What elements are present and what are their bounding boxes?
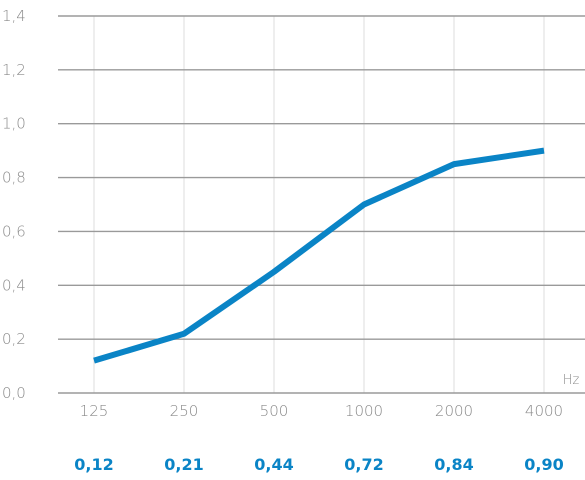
x-axis-ticks: 125 250 500 1000 2000 4000 bbox=[80, 402, 563, 420]
y-tick-label: 0,2 bbox=[2, 330, 26, 348]
x-unit-label: Hz bbox=[563, 373, 580, 388]
data-label: 0,44 bbox=[254, 455, 293, 474]
data-labels: 0,12 0,21 0,44 0,72 0,84 0,90 bbox=[74, 455, 563, 474]
y-tick-label: 0,0 bbox=[2, 384, 26, 402]
data-label: 0,21 bbox=[164, 455, 203, 474]
y-tick-label: 1,4 bbox=[2, 7, 26, 25]
series-line bbox=[93, 147, 545, 364]
data-label: 0,12 bbox=[74, 455, 113, 474]
y-tick-label: 1,0 bbox=[2, 115, 26, 133]
x-tick-label: 250 bbox=[170, 402, 199, 420]
data-label: 0,84 bbox=[434, 455, 473, 474]
vertical-grid bbox=[93, 16, 545, 393]
horizontal-grid bbox=[58, 15, 585, 394]
data-label: 0,72 bbox=[344, 455, 383, 474]
y-tick-label: 1,2 bbox=[2, 61, 26, 79]
x-tick-label: 4000 bbox=[525, 402, 563, 420]
x-tick-label: 500 bbox=[260, 402, 289, 420]
y-axis-ticks: 0,0 0,2 0,4 0,6 0,8 1,0 1,2 1,4 bbox=[2, 7, 26, 402]
x-tick-label: 2000 bbox=[435, 402, 473, 420]
y-tick-label: 0,8 bbox=[2, 169, 26, 187]
series bbox=[93, 147, 545, 364]
y-tick-label: 0,6 bbox=[2, 222, 26, 240]
x-tick-label: 125 bbox=[80, 402, 109, 420]
x-tick-label: 1000 bbox=[345, 402, 383, 420]
data-label: 0,90 bbox=[524, 455, 563, 474]
y-tick-label: 0,4 bbox=[2, 276, 26, 294]
